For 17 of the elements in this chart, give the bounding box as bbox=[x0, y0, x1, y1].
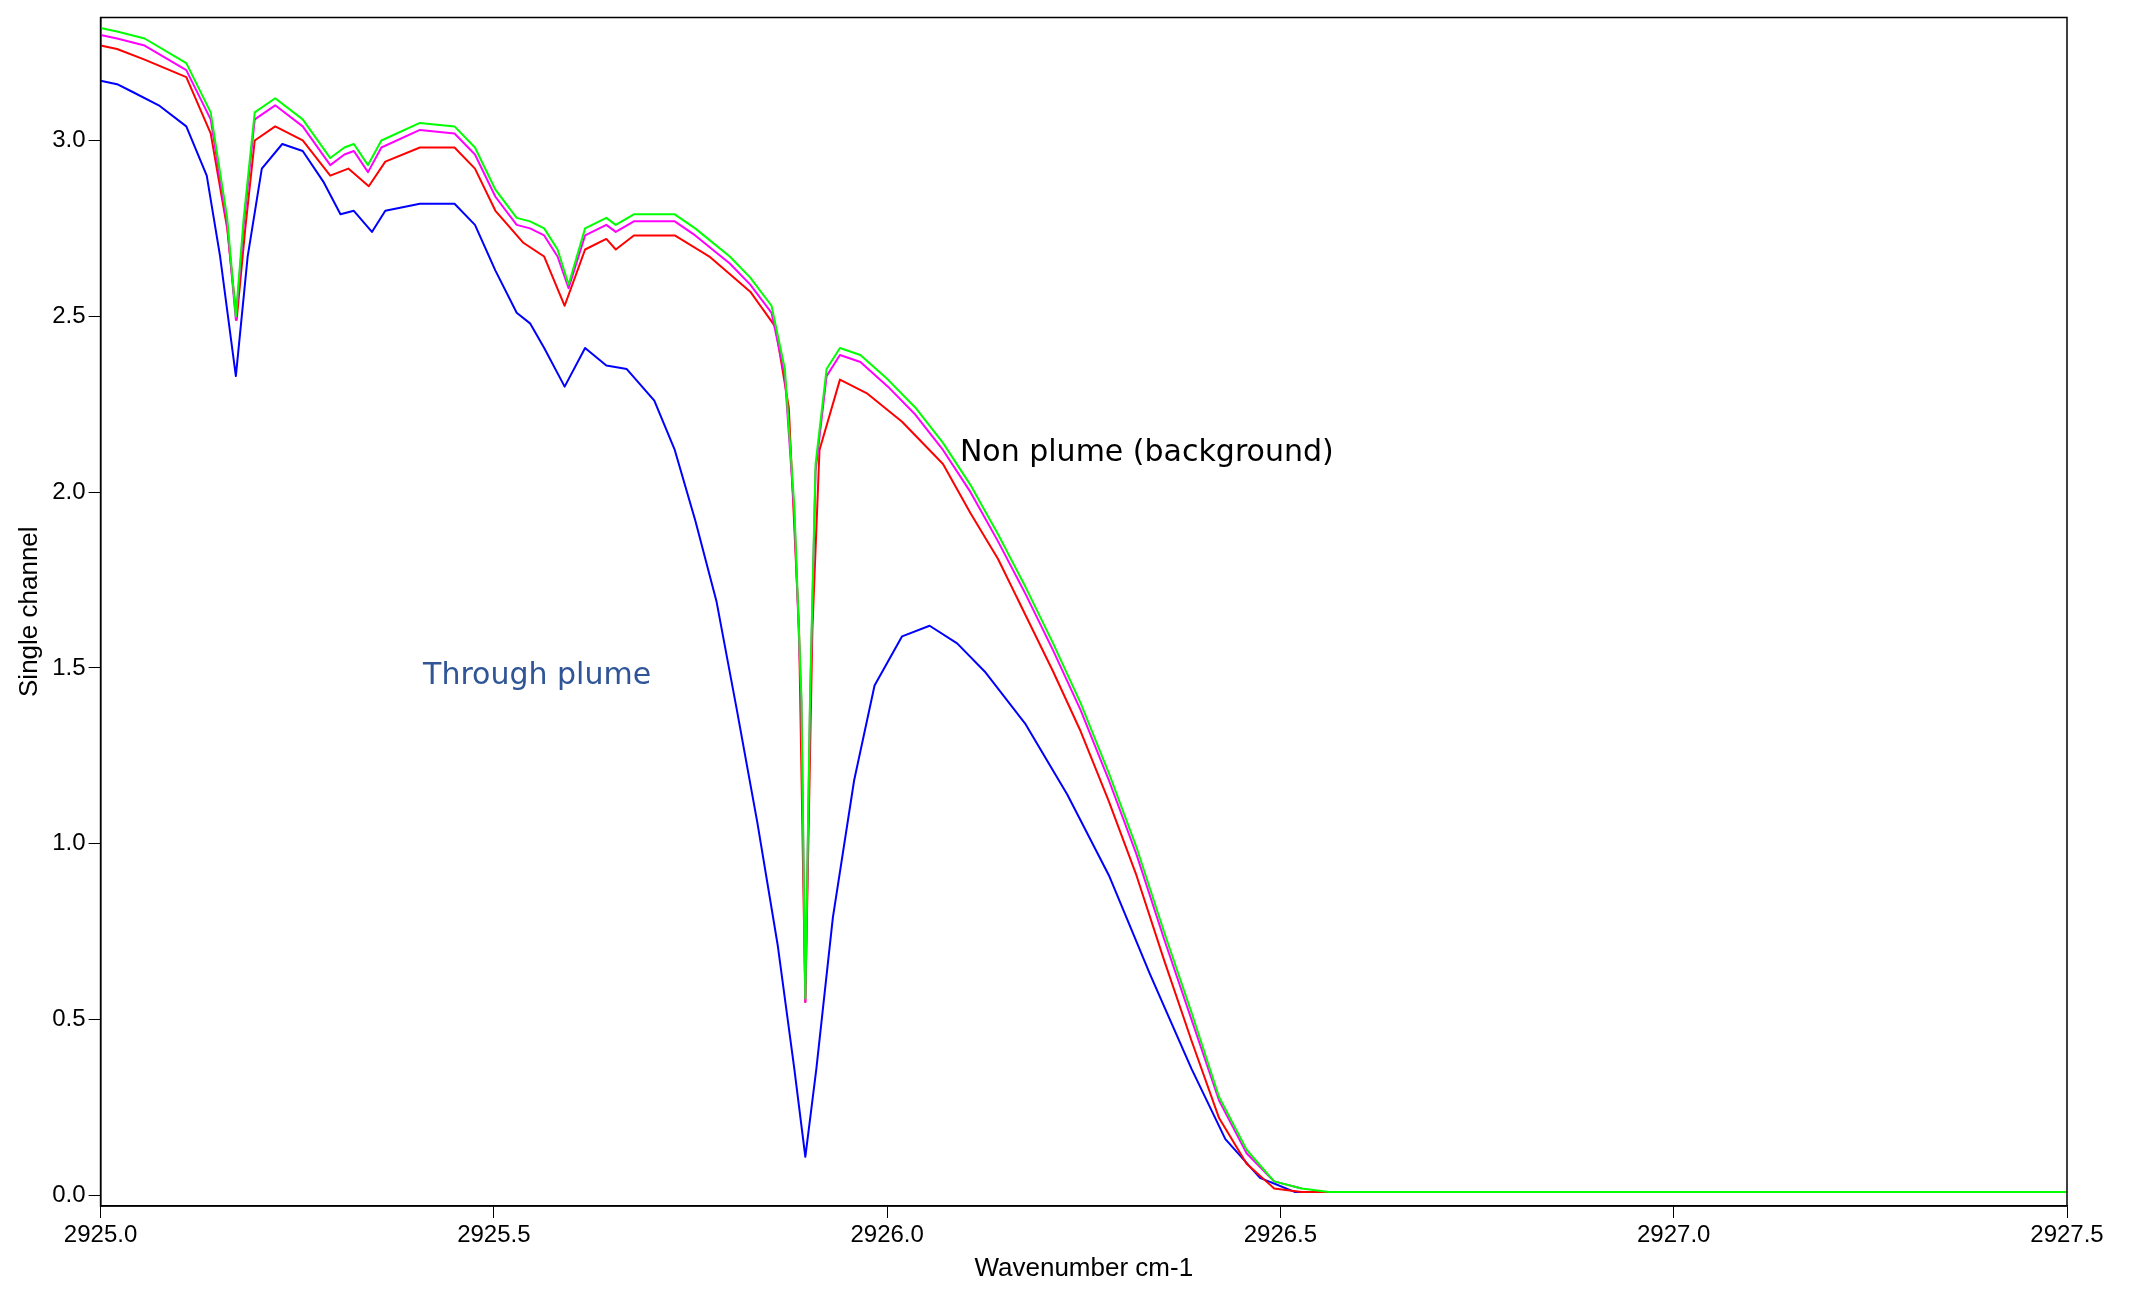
x-tick-label: 2925.5 bbox=[457, 1220, 531, 1248]
y-tick-label: 2.5 bbox=[52, 300, 86, 328]
x-axis-title: Wavenumber cm-1 bbox=[974, 1251, 1194, 1282]
y-tick-label: 1.0 bbox=[52, 828, 86, 856]
y-tick-label: 1.5 bbox=[52, 652, 86, 680]
x-tick-label: 2925.0 bbox=[63, 1220, 138, 1248]
y-tick-label: 3.0 bbox=[52, 125, 86, 153]
y-tick-label: 0.5 bbox=[52, 1004, 86, 1032]
x-tick-label: 2927.0 bbox=[1637, 1220, 1711, 1248]
y-tick-label: 2.0 bbox=[52, 476, 86, 504]
x-tick-label: 2927.5 bbox=[2030, 1220, 2104, 1248]
annotation: Non plume (background) bbox=[959, 433, 1334, 469]
y-tick-label: 0.0 bbox=[52, 1180, 86, 1208]
y-axis-title: Single channel bbox=[12, 526, 43, 697]
x-tick-label: 2926.0 bbox=[850, 1220, 924, 1248]
annotation: Through plume bbox=[422, 655, 652, 691]
x-tick-label: 2926.5 bbox=[1243, 1220, 1318, 1248]
